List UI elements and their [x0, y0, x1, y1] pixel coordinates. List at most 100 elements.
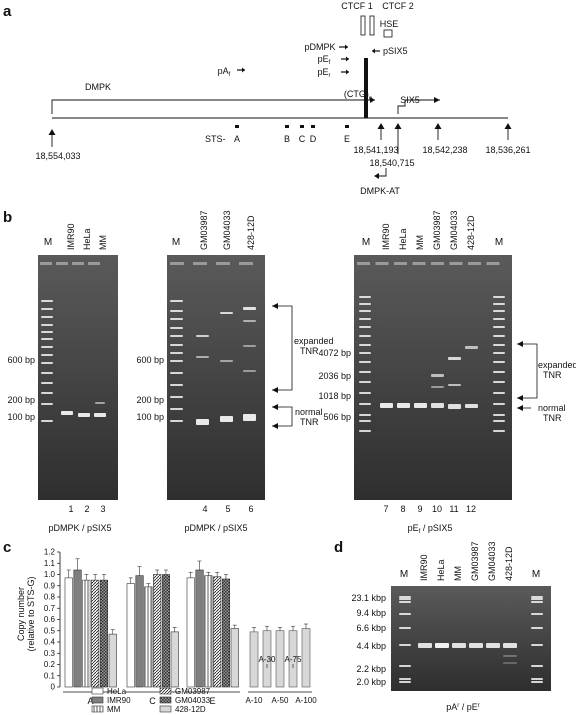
y-tick-label: 1.2 [44, 548, 56, 557]
gel4-lane-hela: HeLa [436, 559, 446, 581]
gel3-image [354, 255, 512, 500]
gel-band [196, 335, 209, 337]
ladder-band [170, 300, 183, 302]
ctcf2-box [369, 15, 375, 36]
panel-d-label: d [334, 539, 343, 556]
ladder-band [359, 361, 371, 363]
ladder-band [399, 678, 411, 680]
gel4-size-23-1: 23.1 kbp [351, 593, 386, 603]
bar-a-100 [301, 628, 311, 688]
bar-428-12d-c [170, 631, 179, 688]
chart-bars [64, 558, 311, 688]
ladder-band [41, 362, 53, 364]
mix-label-a-30: A-30 [259, 655, 276, 664]
gel-well [193, 262, 207, 265]
gel3-lane-num-9: 9 [417, 504, 422, 514]
ladder-band [359, 381, 371, 383]
panel-b-label: b [3, 209, 12, 226]
legend-swatch [91, 705, 104, 713]
mix-label-a-50: A-50 [272, 696, 289, 705]
legend-swatch [159, 705, 172, 713]
gel-band [465, 404, 478, 408]
y-tick-label: 0.5 [44, 626, 56, 635]
gel-band [486, 643, 500, 648]
coord-2: 18,541,193 [353, 145, 398, 155]
gel2-bands [170, 262, 256, 425]
ladder-band [359, 430, 371, 432]
ladder-band [493, 335, 505, 337]
ladder-band [170, 420, 183, 422]
gel-band [220, 312, 233, 314]
gel4-caption: pAr / pEr [446, 702, 480, 712]
sts-mark-d [311, 125, 315, 128]
pef2-label: pEr [317, 67, 330, 79]
gel1-lane-headers: IMR90 HeLa MM [66, 223, 108, 250]
legend-swatch [159, 696, 172, 704]
ladder-band [531, 644, 543, 646]
y-tick-label: 1.0 [44, 570, 56, 579]
ladder-band [493, 392, 505, 394]
ladder-band [359, 326, 371, 328]
gel-band [196, 419, 209, 425]
gel2-normal-label-2: TNR [300, 417, 319, 427]
gel-well [412, 262, 426, 265]
ladder-band [399, 596, 411, 598]
ladder-band [170, 310, 183, 312]
gel2-lane-gm04033: GM04033 [222, 210, 232, 250]
panel-c: c Copy number (relative to STS-G) 1.2 1.1… [3, 539, 317, 714]
gel3-size-1018: 1018 bp [318, 391, 351, 401]
gel-band [452, 643, 466, 648]
gel-band [418, 643, 432, 648]
y-tick-label: 0.6 [44, 615, 56, 624]
panel-b: b M IMR90 HeLa MM 600 bp 200 bp 100 bp 1… [3, 209, 576, 535]
bar-428-12d-e [230, 628, 239, 688]
gel-well [40, 262, 52, 265]
gel3-marker-label-left: M [362, 237, 370, 248]
group-label-a: A [87, 696, 93, 706]
ladder-band [170, 352, 183, 354]
ladder-band [359, 318, 371, 320]
gel-band [243, 307, 256, 310]
sts-mark-b [285, 125, 289, 128]
gel1-size-100: 100 bp [7, 412, 35, 422]
ladder-band [531, 596, 543, 598]
gel1-lane-num-3: 3 [100, 504, 105, 514]
ladder-band [531, 613, 543, 615]
y-tick-label: 0.7 [44, 604, 56, 613]
ladder-band [41, 338, 53, 340]
bar-gm03987-a [91, 579, 100, 688]
gel3-lane-imr90: IMR90 [381, 223, 391, 250]
gel4-lane-428-12d: 428-12D [504, 546, 514, 581]
gel4-size-2-2: 2.2 kbp [356, 664, 386, 674]
gel-band [431, 374, 444, 377]
gel3-lane-num-12: 12 [466, 504, 476, 514]
ladder-band [359, 335, 371, 337]
gel3-lane-headers: IMR90 HeLa MM GM03987 GM04033 428-12D [381, 210, 476, 250]
mix-label-a-100: A-100 [295, 696, 317, 705]
ladder-band [359, 310, 371, 312]
gel4-size-6-6: 6.6 kbp [356, 623, 386, 633]
gel1-lane-imr90: IMR90 [66, 223, 76, 250]
gel2-lane-428-12d: 428-12D [246, 215, 256, 250]
coord-3: 18,540,715 [369, 158, 414, 168]
chart-y-axis: 1.2 1.1 1.0 0.9 0.8 0.7 0.6 0.5 0.4 0.3 0.2 0.1 0 [44, 548, 61, 692]
gel1-lane-mm: MM [98, 235, 108, 250]
gel-band [503, 643, 517, 648]
bar-mm-a [82, 579, 91, 688]
sts-a-label: A [234, 134, 240, 144]
dmpk-transcript [51, 99, 375, 114]
ladder-band [531, 627, 543, 629]
panel-a-label: a [3, 3, 12, 20]
gel-band [431, 403, 444, 408]
gel-band [448, 384, 461, 386]
legend-label: HeLa [107, 687, 127, 696]
ladder-band [359, 296, 371, 298]
ladder-band [41, 346, 53, 348]
gel2-expanded-label-2: TNR [300, 346, 319, 356]
gel-band [380, 403, 393, 408]
chart-ylabel-1: Copy number [16, 587, 26, 641]
gel-band [465, 346, 478, 349]
sts-e-label: E [344, 134, 350, 144]
bar-hela-c [126, 583, 135, 688]
gel3-lane-num-11: 11 [449, 504, 458, 514]
